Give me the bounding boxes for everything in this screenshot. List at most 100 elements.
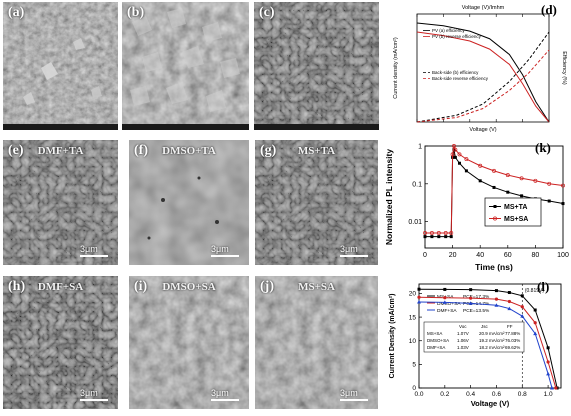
sample-name-e: DMF+TA <box>37 145 84 157</box>
panel-label-f: (f) <box>134 143 148 158</box>
x-tick-label: 0 <box>423 252 427 259</box>
plot-frame <box>418 283 562 389</box>
data-point <box>478 179 482 183</box>
data-point <box>478 163 483 168</box>
panel-label-l: (l) <box>537 279 550 294</box>
data-point <box>457 152 462 157</box>
plot-frame <box>424 145 564 249</box>
data-point <box>443 231 448 235</box>
table-cell: 76.03% <box>505 338 520 343</box>
data-point <box>442 300 447 304</box>
data-point <box>464 157 469 162</box>
legend-pce: PCE=17.3% <box>463 294 490 300</box>
chart-d: Voltage (V) Voltage (V)/Imhm Current densi… <box>393 5 567 133</box>
data-point <box>494 303 499 307</box>
legend-entry: MS+SA <box>504 216 528 223</box>
y-axis-label: Current density (mA/cm²) <box>393 37 399 99</box>
sem-image-g <box>255 140 378 265</box>
sample-name-h: DMF+SA <box>37 281 84 293</box>
data-point <box>469 296 473 300</box>
series-line <box>425 144 564 234</box>
sem-info-bar <box>122 124 249 130</box>
sem-image-c <box>254 2 379 130</box>
scale-bar-label: 3μm <box>340 244 358 254</box>
panel-label-b: (b) <box>127 5 145 20</box>
sem-info-bar <box>254 124 379 130</box>
data-point <box>449 231 454 235</box>
data-point <box>561 183 565 188</box>
data-point <box>507 291 511 295</box>
table-cell: DMSO+SA <box>427 338 449 343</box>
data-point <box>430 235 434 239</box>
panel-label-j: (j) <box>260 279 274 294</box>
chart-l: (0.819V)MS+SAPCE=17.3%DMSO+SAPCE=14.7%DM… <box>389 283 562 408</box>
table-cell: 69.62% <box>505 345 520 350</box>
data-point <box>533 178 538 183</box>
sem-panel-e: (e) DMF+TA 3μm <box>3 140 118 265</box>
sample-name-i: DMSO+SA <box>162 281 216 293</box>
y-tick-label: 15 <box>409 314 417 321</box>
x-tick-label: 0.2 <box>440 391 449 398</box>
data-point <box>444 235 448 239</box>
table-cell: DMF+SA <box>427 345 445 350</box>
legend-entry: MS+TA <box>504 204 527 211</box>
y-tick-label: 5 <box>412 362 416 369</box>
chart-panel-l: (0.819V)MS+SAPCE=17.3%DMSO+SAPCE=14.7%DM… <box>383 276 571 411</box>
panel-label-i: (i) <box>134 279 148 294</box>
data-point <box>533 308 537 312</box>
data-point <box>443 296 447 300</box>
data-point <box>417 295 421 299</box>
sample-name-f: DMSO+TA <box>162 145 216 157</box>
x-tick-label: 20 <box>449 252 457 259</box>
data-point <box>520 305 524 309</box>
data-point <box>458 161 461 165</box>
legend-entry: Back-side reverse efficiency <box>432 76 489 81</box>
data-point <box>468 301 473 305</box>
data-point <box>520 194 524 198</box>
sem-image-f <box>129 140 249 265</box>
data-point <box>505 173 510 178</box>
scale-bar-label: 3μm <box>211 244 229 254</box>
sem-image-i <box>129 276 249 409</box>
y-axis-label: Current Density (mA/cm²) <box>389 294 396 379</box>
legend-pce: PCE=13.5% <box>463 308 490 314</box>
data-point <box>437 235 441 239</box>
sem-panel-h: (h) DMF+SA 3μm <box>3 276 118 409</box>
data-point <box>423 235 427 239</box>
x-tick-label: 0.0 <box>414 391 423 398</box>
panel-label-c: (c) <box>259 5 275 20</box>
data-point <box>436 231 441 235</box>
legend-entry: DMF+SA <box>437 308 457 314</box>
table-cell: 19.2 mA/cm² <box>479 338 505 343</box>
sem-image-h <box>3 276 118 409</box>
data-point <box>453 155 457 159</box>
data-point <box>469 288 473 292</box>
x-tick-label: 0.4 <box>466 391 475 398</box>
sem-info-bar <box>3 124 118 130</box>
sem-image-j <box>255 276 378 409</box>
table-header: Voc <box>459 324 467 329</box>
sem-image-b <box>122 2 249 130</box>
sem-panel-b: (b) <box>122 2 249 130</box>
data-point <box>492 168 496 173</box>
data-point <box>507 306 512 311</box>
x-axis-label: Voltage (V) <box>471 399 510 408</box>
x-tick-label: 0.6 <box>492 391 501 398</box>
y-tick-label: 20 <box>409 291 417 298</box>
table-cell: MS+SA <box>427 331 442 336</box>
x-tick-label: 60 <box>504 252 512 259</box>
series-line <box>416 49 550 123</box>
data-point <box>449 235 453 239</box>
x-tick-label: 100 <box>557 252 569 259</box>
y-tick-label: 10 <box>409 338 417 345</box>
scale-bar-label: 3μm <box>80 244 98 254</box>
data-point <box>450 152 455 157</box>
data-point <box>417 287 421 291</box>
chart-panel-d: Voltage (V) Voltage (V)/Imhm Current densi… <box>387 0 571 134</box>
table-header: FF <box>507 324 513 329</box>
parameter-table <box>423 321 525 353</box>
x-axis-label: Voltage (V) <box>469 127 496 133</box>
scale-bar-i: 3μm <box>211 388 239 401</box>
data-point <box>547 181 552 186</box>
sample-name-j: MS+SA <box>298 281 335 293</box>
